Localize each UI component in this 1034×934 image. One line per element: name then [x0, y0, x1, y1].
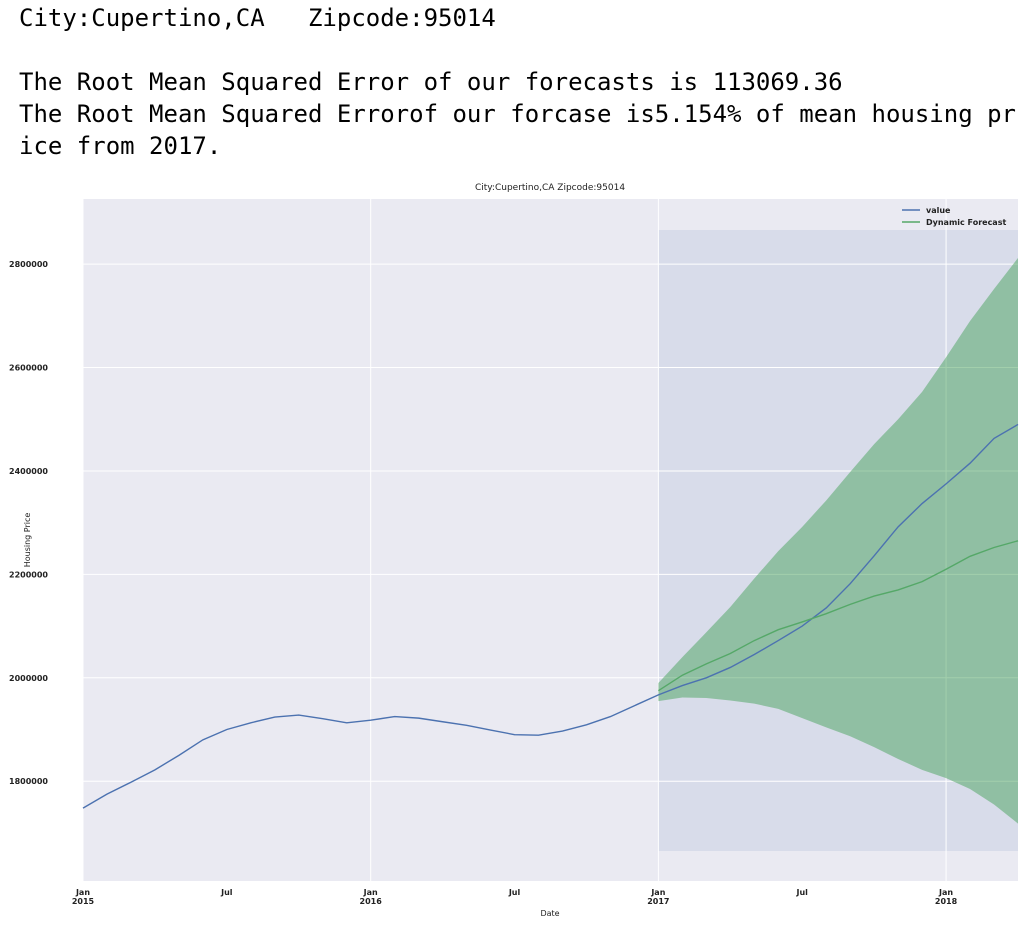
y-tick-label: 2400000 — [9, 467, 48, 476]
x-tick-label: Jul — [221, 888, 233, 897]
y-axis-label: Housing Price — [23, 513, 32, 568]
series-line — [82, 423, 1019, 809]
output-text: City:Cupertino,CA Zipcode:95014 The Root… — [19, 2, 1024, 162]
x-axis-label: Date — [540, 909, 559, 918]
y-tick-label: 2600000 — [9, 364, 48, 373]
legend-label: value — [926, 206, 951, 215]
x-tick-label: Jul — [796, 888, 808, 897]
x-tick-label: Jan 2018 — [934, 888, 958, 906]
y-tick-label: 1800000 — [9, 777, 48, 786]
x-tick-label: Jan 2017 — [647, 888, 670, 906]
y-tick-label: 2000000 — [9, 674, 48, 683]
rmse-line: The Root Mean Squared Error of our forec… — [19, 68, 843, 96]
x-tick-label: Jan 2016 — [359, 888, 382, 906]
x-tick-label: Jul — [508, 888, 521, 897]
y-tick-label: 2200000 — [9, 570, 48, 579]
legend-label: Dynamic Forecast — [926, 218, 1006, 227]
location-line: City:Cupertino,CA Zipcode:95014 — [19, 4, 496, 32]
chart: City:Cupertino,CA Zipcode:95014 Housing … — [9, 183, 1019, 918]
confidence-band — [658, 257, 1018, 824]
y-tick-label: 2800000 — [9, 260, 48, 269]
rmse-percent-line: The Root Mean Squared Errorof our forcas… — [19, 100, 1016, 160]
series-line — [658, 540, 1019, 692]
x-tick-label: Jan 2015 — [71, 888, 95, 906]
chart-title: City:Cupertino,CA Zipcode:95014 — [475, 183, 625, 193]
